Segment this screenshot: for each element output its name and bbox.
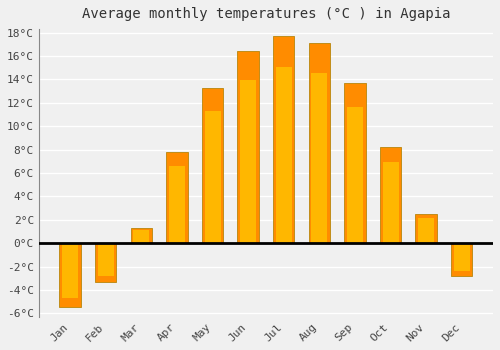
Bar — [166, 152, 188, 243]
Bar — [347, 107, 363, 243]
Bar — [60, 243, 81, 307]
Bar — [204, 111, 220, 243]
Bar — [98, 243, 114, 276]
Bar — [240, 80, 256, 243]
Bar — [62, 243, 78, 298]
Bar — [134, 230, 150, 243]
Bar — [276, 67, 291, 243]
Bar — [130, 228, 152, 243]
Bar — [95, 243, 116, 282]
Bar — [380, 147, 401, 243]
Bar — [312, 73, 328, 243]
Title: Average monthly temperatures (°C ) in Agapia: Average monthly temperatures (°C ) in Ag… — [82, 7, 450, 21]
Bar — [344, 83, 366, 243]
Bar — [454, 243, 469, 271]
Bar — [202, 88, 223, 243]
Bar — [451, 243, 472, 276]
Bar — [169, 166, 185, 243]
Bar — [238, 51, 259, 243]
Bar — [382, 162, 398, 243]
Bar — [308, 43, 330, 243]
Bar — [416, 214, 437, 243]
Bar — [273, 36, 294, 243]
Bar — [418, 218, 434, 243]
